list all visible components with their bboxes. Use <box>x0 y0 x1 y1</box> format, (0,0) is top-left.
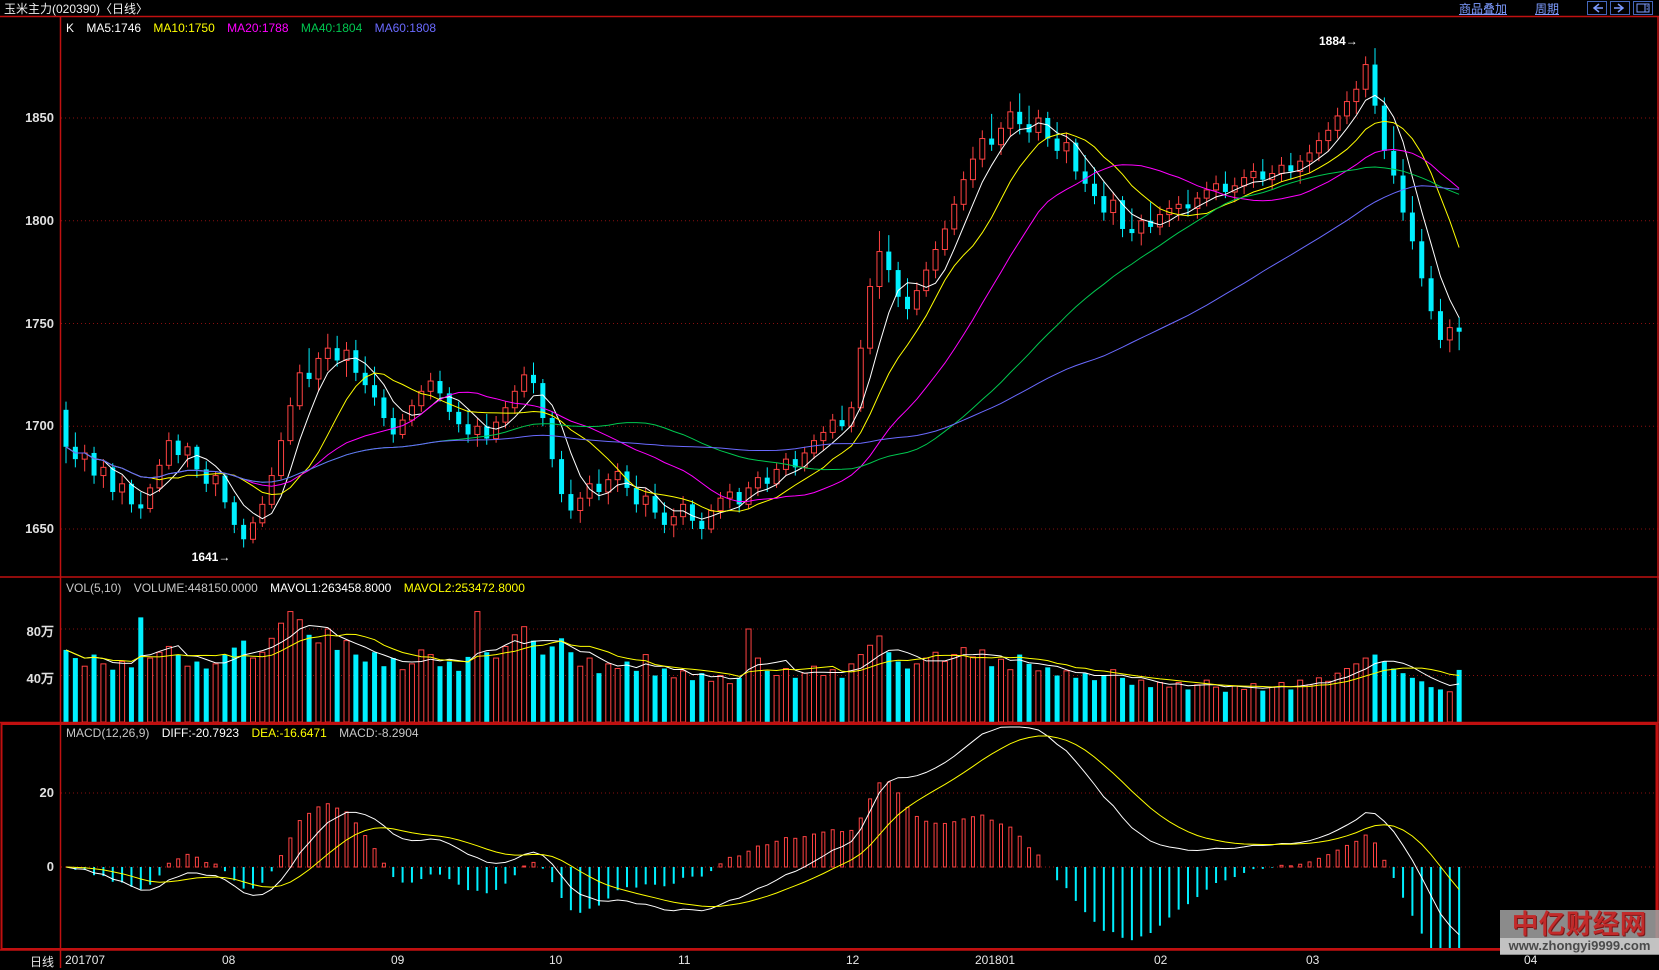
main-chart-legend: K MA5:1746 MA10:1750 MA20:1788 MA40:1804… <box>66 21 445 35</box>
watermark-brand: 中亿财经网 <box>1511 910 1647 939</box>
y-tick-label: 1800 <box>25 212 54 228</box>
x-axis-tick: 201707 <box>65 953 106 967</box>
x-axis-row: 日线 201707 08 09 10 11 12 201801 02 03 04 <box>0 952 1659 969</box>
prev-arrow-button[interactable] <box>1587 1 1607 15</box>
watermark-url: www.zhongyi9999.com <box>1500 938 1659 954</box>
legend-diff: DIFF:-20.7923 <box>161 726 240 740</box>
low-price-annotation: 1641→ <box>191 550 231 565</box>
next-arrow-button[interactable] <box>1610 1 1630 15</box>
legend-ma20: MA20:1788 <box>227 21 289 35</box>
high-price-annotation: 1884→ <box>1319 34 1358 49</box>
title-bar: 玉米主力(020390)〈日线〉 商品叠加 周期 <box>0 0 1659 16</box>
legend-ma5: MA5:1746 <box>86 21 142 35</box>
x-axis-tick: 11 <box>678 953 691 967</box>
instrument-title: 玉米主力(020390)〈日线〉 <box>4 1 149 16</box>
prev-arrow-icon <box>1592 3 1603 13</box>
legend-mavol2: MAVOL2:253472.8000 <box>403 581 525 595</box>
legend-vol-name: VOL(5,10) <box>66 581 122 595</box>
y-tick-label: 0 <box>46 859 54 874</box>
x-axis-tick: 03 <box>1306 953 1320 967</box>
legend-volume-value: VOLUME:448150.0000 <box>133 581 258 595</box>
overlay-commodity-link[interactable]: 商品叠加 <box>1458 1 1507 16</box>
y-tick-label: 1750 <box>25 315 54 331</box>
x-axis-tick: 201801 <box>975 953 1016 967</box>
legend-ma10: MA10:1750 <box>153 21 215 35</box>
legend-macd-value: MACD:-8.2904 <box>339 726 419 740</box>
period-label: 日线 <box>30 955 55 969</box>
watermark: 中亿财经网 www.zhongyi9999.com <box>1500 910 1659 955</box>
legend-macd-name: MACD(12,26,9) <box>66 726 150 740</box>
next-arrow-icon <box>1614 3 1625 13</box>
y-tick-label: 1650 <box>25 521 54 536</box>
x-axis-tick: 12 <box>846 953 860 967</box>
x-axis-tick: 10 <box>549 953 563 967</box>
x-axis-tick: 08 <box>222 953 236 967</box>
y-tick-label: 1700 <box>25 418 54 434</box>
volume-legend: VOL(5,10) VOLUME:448150.0000 MAVOL1:2634… <box>66 581 534 595</box>
legend-mavol1: MAVOL1:263458.8000 <box>270 581 392 595</box>
y-tick-label: 20 <box>39 785 54 800</box>
legend-dea: DEA:-16.6471 <box>251 726 327 740</box>
y-tick-label: 80万 <box>26 624 54 639</box>
y-tick-label: 1850 <box>25 110 54 125</box>
x-axis-tick: 04 <box>1524 953 1538 967</box>
split-window-icon <box>1636 3 1650 13</box>
legend-ma60: MA60:1808 <box>374 21 436 35</box>
y-tick-label: 40万 <box>26 670 54 686</box>
macd-legend: MACD(12,26,9) DIFF:-20.7923 DEA:-16.6471… <box>66 726 428 740</box>
legend-k: K <box>66 21 75 35</box>
split-window-button[interactable] <box>1633 1 1653 15</box>
x-axis-tick: 02 <box>1154 953 1168 967</box>
period-link[interactable]: 周期 <box>1534 1 1559 16</box>
legend-ma40: MA40:1804 <box>300 21 363 35</box>
x-axis-tick: 09 <box>391 953 405 967</box>
